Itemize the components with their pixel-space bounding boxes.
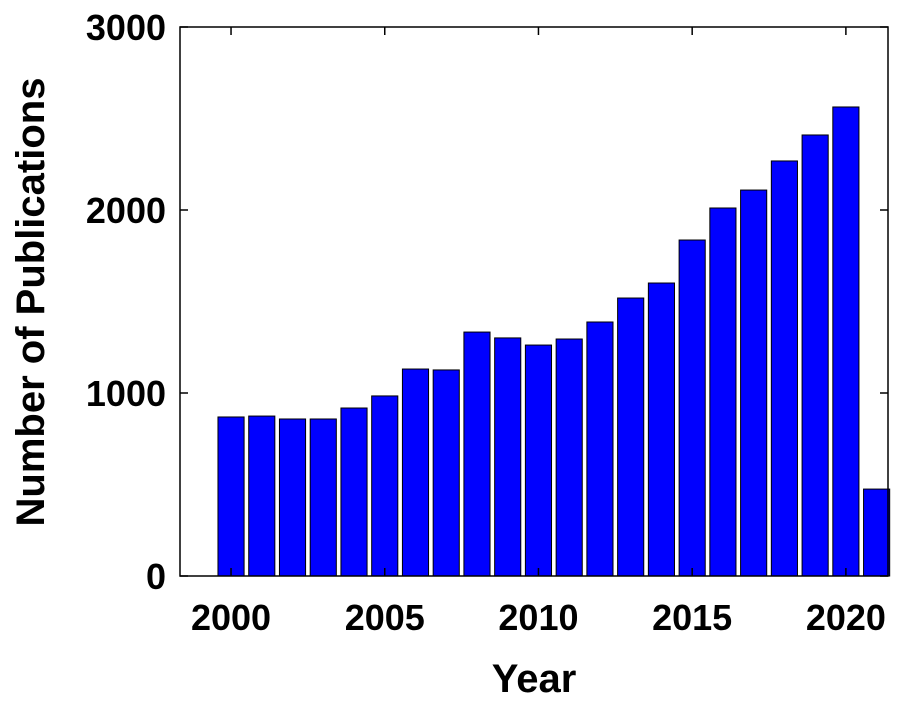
bar-2007 [432, 369, 460, 577]
bar-2018 [770, 160, 798, 577]
x-tick-label: 2005 [345, 597, 425, 638]
y-tick-label: 2000 [86, 190, 166, 231]
bar-2021 [863, 488, 891, 577]
bar-2012 [586, 321, 614, 577]
plot-frame [179, 26, 889, 577]
bar-2011 [555, 338, 583, 577]
x-tick-label: 2015 [652, 597, 732, 638]
ticks: 2000 2005 2010 2015 2020 0 1000 2000 3000 [86, 7, 888, 638]
y-tick-label: 3000 [86, 7, 166, 48]
bar-2002 [278, 418, 307, 577]
bar-2010 [524, 344, 553, 577]
x-tick-label: 2020 [806, 597, 886, 638]
x-axis-label: Year [492, 657, 577, 700]
bar-2003 [309, 418, 337, 577]
bar-2005 [371, 395, 399, 577]
bar-2009 [494, 337, 522, 577]
x-tick-label: 2010 [498, 597, 578, 638]
bar-2008 [463, 331, 491, 577]
bar-2015 [678, 239, 706, 577]
bar-2004 [340, 407, 368, 577]
bar-2017 [740, 189, 768, 577]
bar-2019 [801, 134, 829, 577]
bar-2013 [617, 297, 645, 577]
bar-2014 [647, 282, 675, 577]
y-axis-label: Number of Publications [9, 78, 53, 527]
bar-2016 [709, 207, 737, 577]
y-tick-label: 0 [146, 556, 166, 597]
bar-2006 [401, 368, 430, 577]
y-tick-label: 1000 [86, 373, 166, 414]
x-tick-label: 2000 [191, 597, 271, 638]
bars [217, 106, 891, 577]
bar-2001 [248, 415, 276, 577]
bar-2000 [217, 416, 245, 577]
bar-2020 [832, 106, 860, 577]
